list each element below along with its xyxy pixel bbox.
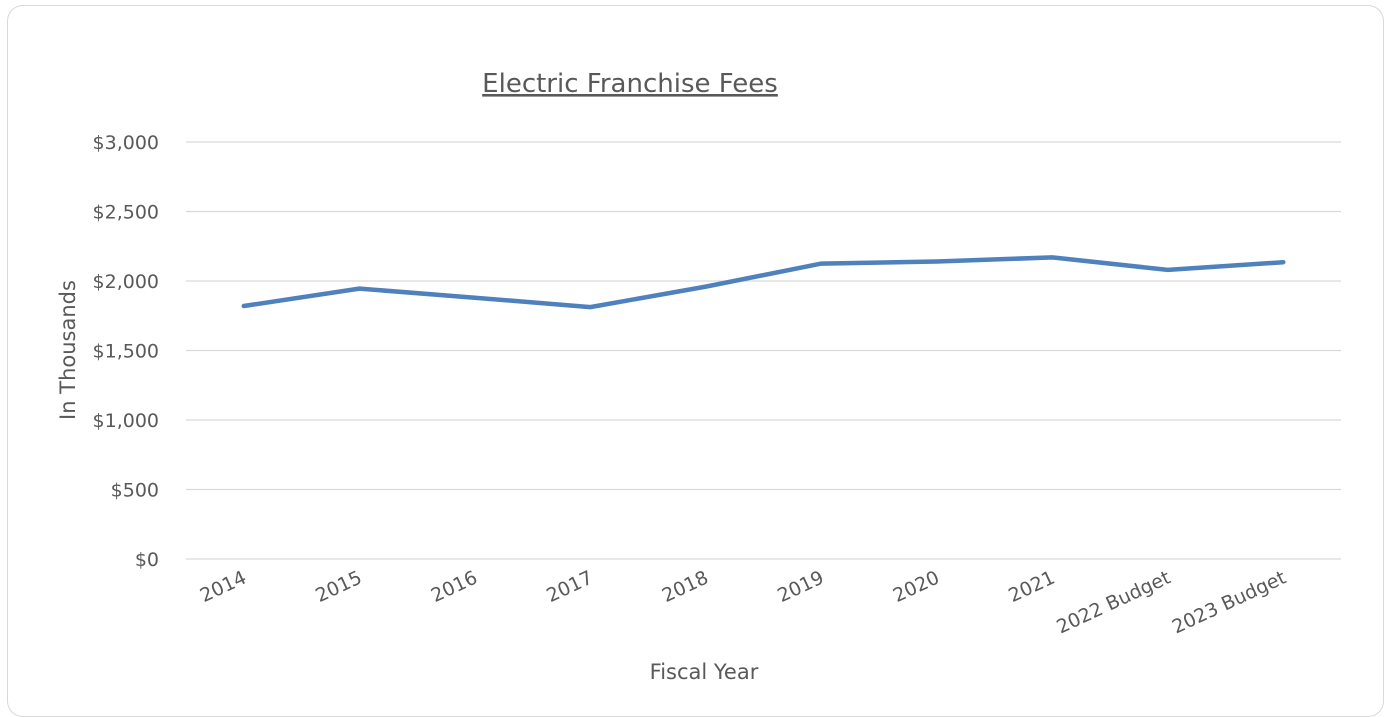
- x-tick-label: 2020: [890, 567, 943, 607]
- y-axis-ticks: $0 $500 $1,000 $1,500 $2,000 $2,500 $3,000: [93, 132, 159, 571]
- chart-title: Electric Franchise Fees: [482, 69, 778, 99]
- x-tick-label: 2014: [197, 567, 250, 607]
- x-axis-label: Fiscal Year: [650, 660, 759, 684]
- gridlines: [186, 142, 1341, 559]
- y-tick-label: $2,000: [93, 271, 159, 293]
- y-tick-label: $1,500: [93, 341, 159, 363]
- x-tick-label: 2016: [428, 567, 481, 607]
- x-tick-label: 2017: [543, 567, 596, 607]
- y-axis-label: In Thousands: [56, 280, 80, 420]
- x-tick-label: 2022 Budget: [1053, 567, 1174, 639]
- y-tick-label: $2,500: [93, 202, 159, 224]
- y-tick-label: $500: [111, 480, 159, 502]
- x-tick-label: 2021: [1005, 567, 1058, 607]
- y-tick-label: $0: [135, 549, 159, 571]
- y-tick-label: $3,000: [93, 132, 159, 154]
- y-tick-label: $1,000: [93, 410, 159, 432]
- series-line: [244, 257, 1284, 307]
- x-tick-label: 2018: [659, 567, 712, 607]
- x-tick-label: 2019: [774, 567, 827, 607]
- x-tick-label: 2015: [312, 567, 365, 607]
- series-layer: [244, 257, 1284, 307]
- x-tick-label: 2023 Budget: [1169, 567, 1290, 639]
